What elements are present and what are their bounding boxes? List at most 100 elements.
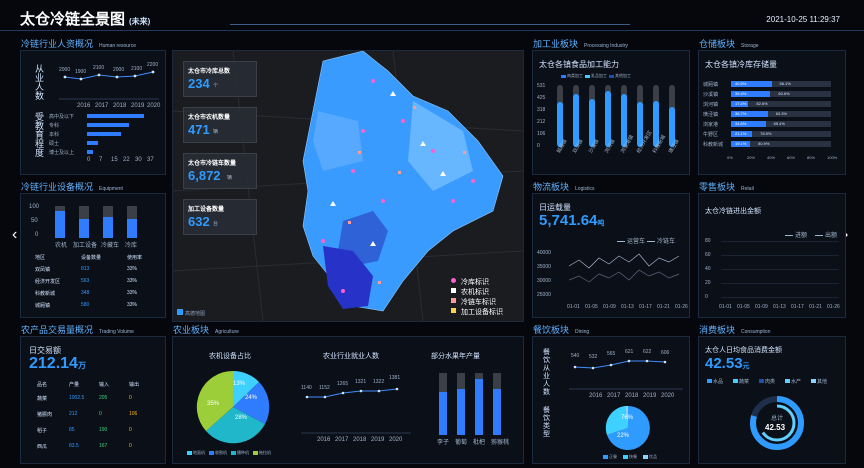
dining-line-value: 540 — [571, 353, 580, 359]
agri-bar-category: 猕猴桃 — [491, 440, 510, 446]
trade-cell: 205 — [99, 395, 108, 401]
storage-tick: 0% — [727, 155, 733, 160]
processing-section-title: 加工业板块 Processing Industry — [533, 39, 628, 49]
storage-tick: 20% — [747, 155, 756, 160]
proc-ytick: 0 — [537, 143, 540, 149]
map-stat-label: 太仓市农机数量 — [188, 115, 231, 121]
edu-tick: 15 — [111, 157, 118, 163]
agri-pie-label: 13% — [233, 381, 246, 387]
proc-legend-swatch — [609, 75, 614, 78]
agri-year: 2017 — [335, 437, 349, 443]
agri-pie-legend-label: 拖拉机 — [259, 450, 271, 455]
map-stat-box: 太仓市农机数量 471 辆 — [183, 107, 257, 143]
page-title: 太仓冷链全景图 (未来) — [20, 11, 151, 28]
map-stat-value: 234 — [188, 76, 210, 91]
trade-th: 产量 — [69, 382, 80, 388]
storage-row-name: 璜泾镇 — [703, 112, 719, 118]
proc-legend-swatch — [585, 75, 590, 78]
retail-gridline — [721, 241, 839, 242]
trade-cell: 106 — [129, 411, 138, 417]
proc-bar — [669, 106, 675, 147]
trade-cell: 212 — [69, 411, 78, 417]
cons-legend-label: 水品 — [713, 379, 724, 385]
logistics-legend-item: 冷链车 — [647, 236, 675, 245]
dining-pie-chart — [605, 405, 650, 450]
edu-level-label: 博士及以上 — [49, 150, 75, 156]
trade-cell: 0 — [99, 411, 102, 417]
trade-cell: 0 — [129, 427, 132, 433]
storage-val-a: 36.7% — [735, 111, 747, 116]
dining-type-label: 餐饮类型 — [543, 407, 550, 438]
dining-legend-swatch — [623, 455, 628, 459]
map-legend-icon — [451, 288, 456, 293]
retail-gridline — [721, 269, 839, 270]
storage-val-b: 60.6% — [778, 91, 790, 96]
map-stat-label: 太仓市冷链车数量 — [188, 161, 237, 167]
dining-panel: 餐饮板块 Dining 餐饮从业人数 餐饮类型 540 532 565 621 6… — [532, 325, 690, 464]
proc-bar — [605, 91, 611, 147]
equip-bar — [103, 217, 113, 238]
map-stat-box: 太仓市冷链车数量 6,872 辆 — [183, 153, 257, 189]
proc-bar — [589, 98, 595, 147]
agri-pie-legend-label: 播种机 — [237, 450, 249, 455]
storage-bar-b — [770, 91, 831, 97]
agri-line-value: 1265 — [337, 381, 349, 387]
consumption-donut — [750, 396, 804, 450]
edu-tick: 0 — [87, 157, 91, 163]
storage-row-name: 牛野区 — [703, 132, 719, 138]
dining-line-value: 621 — [625, 349, 634, 355]
retail-ytick: 20 — [705, 280, 711, 286]
retail-ytick: 40 — [705, 266, 711, 272]
employees-label: 从业人数 — [35, 64, 45, 101]
map-stat-value: 471 — [188, 122, 210, 137]
equip-ytick: 50 — [31, 218, 38, 224]
log-xtick: 01-01 — [567, 304, 580, 310]
agri-year: 2016 — [317, 437, 331, 443]
map-stat-value: 632 — [188, 214, 210, 229]
agri-bar — [457, 388, 465, 435]
agri-bar-title: 部分水果年产量 — [431, 353, 480, 360]
farm-machine-markers — [330, 91, 446, 246]
equip-row-count: 580 — [81, 302, 90, 308]
logistics-value: 5,741.64吨 — [539, 212, 605, 229]
dining-year: 2017 — [607, 393, 621, 399]
agri-pie-label: 35% — [207, 401, 220, 407]
legend-swatch — [647, 240, 655, 242]
storage-tick: 60% — [787, 155, 796, 160]
cons-legend-label: 蔬菜 — [739, 379, 750, 385]
equip-row-count: 813 — [81, 266, 90, 272]
equipment-panel: 冷链行业设备概况 Equipment 100 50 0 农机 加工设备 冷藏车 冷… — [20, 182, 166, 318]
storage-val-b: 82.6% — [756, 101, 768, 106]
equip-row-name: 双凤镇 — [35, 267, 51, 273]
agri-year: 2019 — [371, 437, 385, 443]
storage-panel: 仓储板块 Storage 太仓各镇冷库存储量 城厢镇 40.5% 56.1% 沙溪镇 39… — [698, 39, 846, 175]
storage-val-b: 56.1% — [779, 81, 791, 86]
dining-year: 2018 — [625, 393, 639, 399]
cons-legend-swatch — [707, 379, 712, 383]
proc-bar — [557, 101, 563, 147]
consumption-panel: 消费板块 Consumption 太仓人日均食品消费金额 42.53元 总计 42… — [698, 325, 846, 464]
edu-level-label: 高中及以下 — [49, 114, 75, 120]
prev-arrow-icon[interactable]: ‹ — [12, 226, 18, 243]
map-stat-unit: 辆 — [213, 129, 219, 135]
agri-panel: 农业板块 Agriculture 农机设备占比 13% 24% 28% 35% 农… — [172, 325, 524, 464]
equip-th: 使用率 — [127, 255, 143, 261]
cons-legend-label: 肉类 — [765, 379, 776, 385]
storage-bar-b — [767, 111, 831, 117]
cold-storage-markers — [321, 79, 475, 293]
map-stat-box: 太仓市冷库总数 234 个 — [183, 61, 257, 97]
agri-line-value: 1140 — [301, 385, 312, 391]
agri-year: 2018 — [353, 437, 367, 443]
trade-th: 品名 — [37, 382, 48, 388]
storage-bar-b — [765, 121, 831, 127]
storage-val-a: 40.5% — [735, 81, 747, 86]
storage-val-a: 34.6% — [735, 121, 747, 126]
proc-bar — [653, 101, 659, 147]
legend-swatch — [785, 234, 793, 236]
storage-val-a: 21.1% — [735, 131, 747, 136]
logistics-section-title: 物流板块 Logistics — [533, 182, 595, 192]
retail-legend-item: 出额 — [815, 230, 837, 239]
retail-xtick: 01-05 — [737, 304, 750, 310]
equip-category: 冷库 — [125, 243, 138, 249]
storage-val-b: 65.4% — [773, 121, 785, 126]
